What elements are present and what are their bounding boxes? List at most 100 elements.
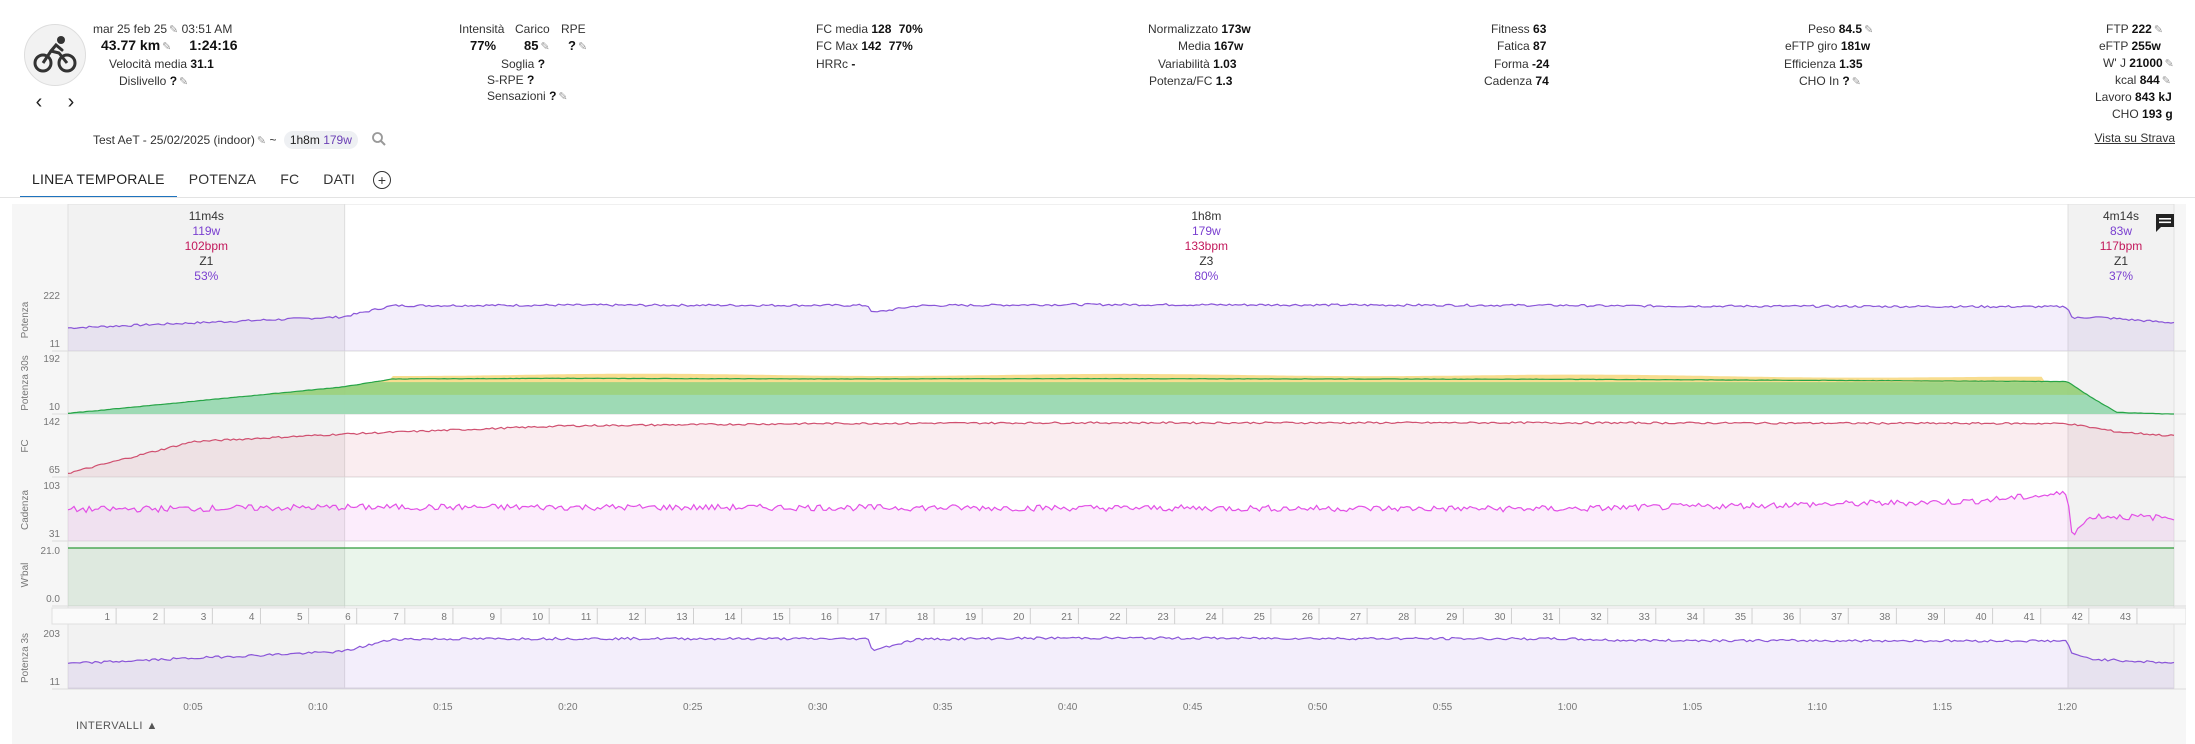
wprime-value[interactable]: 21000 (2129, 56, 2163, 70)
interval-hr: 117bpm (2100, 239, 2142, 253)
series-title: Potenza 30s (20, 355, 31, 411)
fatigue: Fatica 87 (1497, 39, 1546, 53)
variability-value: 1.03 (1213, 57, 1237, 71)
activity-date: mar 25 feb 25 (93, 22, 168, 36)
series-line[interactable] (67, 490, 2175, 536)
activity-name[interactable]: Test AeT - 25/02/2025 (indoor) (93, 133, 255, 147)
srpe: S-RPE ? (487, 73, 534, 87)
pencil-icon[interactable]: ✎ (558, 91, 568, 103)
y-min-label: 11 (50, 677, 61, 688)
wprime-label: W' J (2103, 56, 2126, 70)
interval-power: 119w (192, 224, 220, 238)
add-circle-icon[interactable]: + (372, 171, 391, 189)
km-tick-label: 15 (773, 612, 785, 623)
eftp-label: eFTP (2099, 39, 2129, 53)
series-line[interactable] (67, 636, 2175, 664)
km-tick-label: 38 (1879, 612, 1891, 623)
x-tick-label: 1:05 (1683, 702, 1703, 713)
km-tick-label: 26 (1302, 612, 1314, 623)
work-value: 843 kJ (2135, 90, 2172, 104)
threshold-value[interactable]: ? (537, 57, 546, 71)
pencil-icon[interactable]: ✎ (1864, 24, 1874, 36)
km-tick-label: 17 (869, 612, 881, 623)
interval-pct: 80% (1194, 269, 1218, 283)
km-strip (51, 607, 2186, 625)
cho-label: CHO (2112, 107, 2139, 121)
km-tick-label: 16 (821, 612, 833, 623)
feel-value[interactable]: ? (549, 89, 557, 103)
zone-band (68, 394, 2174, 414)
interval-zone: Z1 (2114, 254, 2128, 268)
series-line[interactable] (67, 302, 2175, 330)
elevation-label: Dislivello (119, 74, 167, 88)
pencil-icon[interactable]: ✎ (2153, 24, 2164, 36)
km-tick-label: 14 (724, 612, 736, 623)
pencil-icon[interactable]: ✎ (540, 41, 550, 53)
pencil-icon[interactable]: ✎ (577, 41, 588, 53)
eftp-ride-label: eFTP giro (1785, 39, 1838, 53)
interval-band[interactable] (2067, 204, 2175, 689)
chevron-left-icon[interactable]: ‹ (35, 91, 43, 113)
intervals-toggle-button[interactable]: INTERVALLI ▲ (76, 720, 158, 732)
interval-band[interactable] (67, 204, 346, 689)
activity-type-avatar[interactable] (24, 24, 86, 86)
srpe-value: ? (527, 73, 535, 87)
pencil-icon[interactable]: ✎ (1851, 76, 1861, 88)
interval-summary-chip[interactable]: 1h8m 179w (283, 131, 358, 149)
weight-value[interactable]: 84.5 (1838, 22, 1863, 36)
pencil-icon[interactable]: ✎ (179, 76, 189, 88)
interval-band[interactable] (344, 204, 2069, 689)
cho-in-value[interactable]: ? (1842, 74, 1850, 88)
strava-link[interactable]: Vista su Strava (2094, 131, 2175, 145)
series-title: FC (20, 439, 31, 452)
search-icon[interactable] (371, 131, 387, 150)
km-tick-label: 5 (297, 612, 303, 623)
km-tick-label: 1 (105, 612, 111, 623)
rpe-value[interactable]: ? (568, 38, 576, 53)
y-max-label: 21.0 (41, 546, 61, 557)
hr-max: FC Max 142 77% (816, 39, 913, 53)
km-tick-label: 22 (1109, 612, 1121, 623)
series-area (68, 303, 2174, 351)
ftp-label: FTP (2106, 22, 2129, 36)
x-tick-label: 0:35 (933, 702, 953, 713)
y-max-label: 192 (43, 354, 60, 365)
chevron-right-icon[interactable]: › (67, 91, 75, 113)
pencil-icon[interactable]: ✎ (2161, 75, 2171, 87)
intervals-label: INTERVALLI (76, 720, 143, 732)
tab-timeline[interactable]: LINEA TEMPORALE (20, 162, 177, 198)
pencil-icon[interactable]: ✎ (2164, 58, 2174, 70)
ftp-value[interactable]: 222 (2131, 22, 2152, 36)
interval-pct: 37% (2109, 269, 2133, 283)
series-area (68, 548, 2174, 606)
series-line[interactable] (67, 421, 2175, 474)
cho-in: CHO In ? ✎ (1799, 74, 1861, 88)
elevation-value[interactable]: ? (169, 74, 178, 88)
cycling-icon (33, 34, 77, 77)
y-min-label: 11 (50, 339, 61, 350)
rpe-label: RPE (561, 22, 586, 36)
ftp: FTP 222 ✎ (2106, 22, 2163, 36)
kcal-value[interactable]: 844 (2139, 73, 2160, 87)
series-line[interactable] (67, 377, 2174, 415)
pencil-icon[interactable]: ✎ (162, 41, 172, 53)
tab-data[interactable]: DATI (323, 171, 355, 187)
km-tick-label: 19 (965, 612, 977, 623)
y-max-label: 103 (43, 481, 60, 492)
distance-value: 43.77 km (101, 37, 161, 53)
hrrc-label: HRRc (816, 57, 848, 71)
comment-icon[interactable] (2154, 212, 2176, 234)
kcal: kcal 844 ✎ (2115, 73, 2171, 87)
hr-max-pct: 77% (888, 39, 913, 53)
tab-hr[interactable]: FC (280, 171, 300, 187)
km-tick-label: 10 (532, 612, 544, 623)
x-tick-label: 0:55 (1433, 702, 1453, 713)
y-min-label: 10 (49, 402, 61, 413)
tab-power[interactable]: POTENZA (188, 171, 257, 187)
timeline-chart[interactable]: 11m4s 119w 102bpm Z1 53% 1h8m 179w 133bpm Z3 80% 4… (12, 204, 2186, 744)
pencil-icon[interactable]: ✎ (256, 135, 267, 147)
cho-value: 193 g (2142, 107, 2173, 121)
km-tick-label: 2 (153, 612, 159, 623)
pencil-icon[interactable]: ✎ (169, 24, 179, 36)
